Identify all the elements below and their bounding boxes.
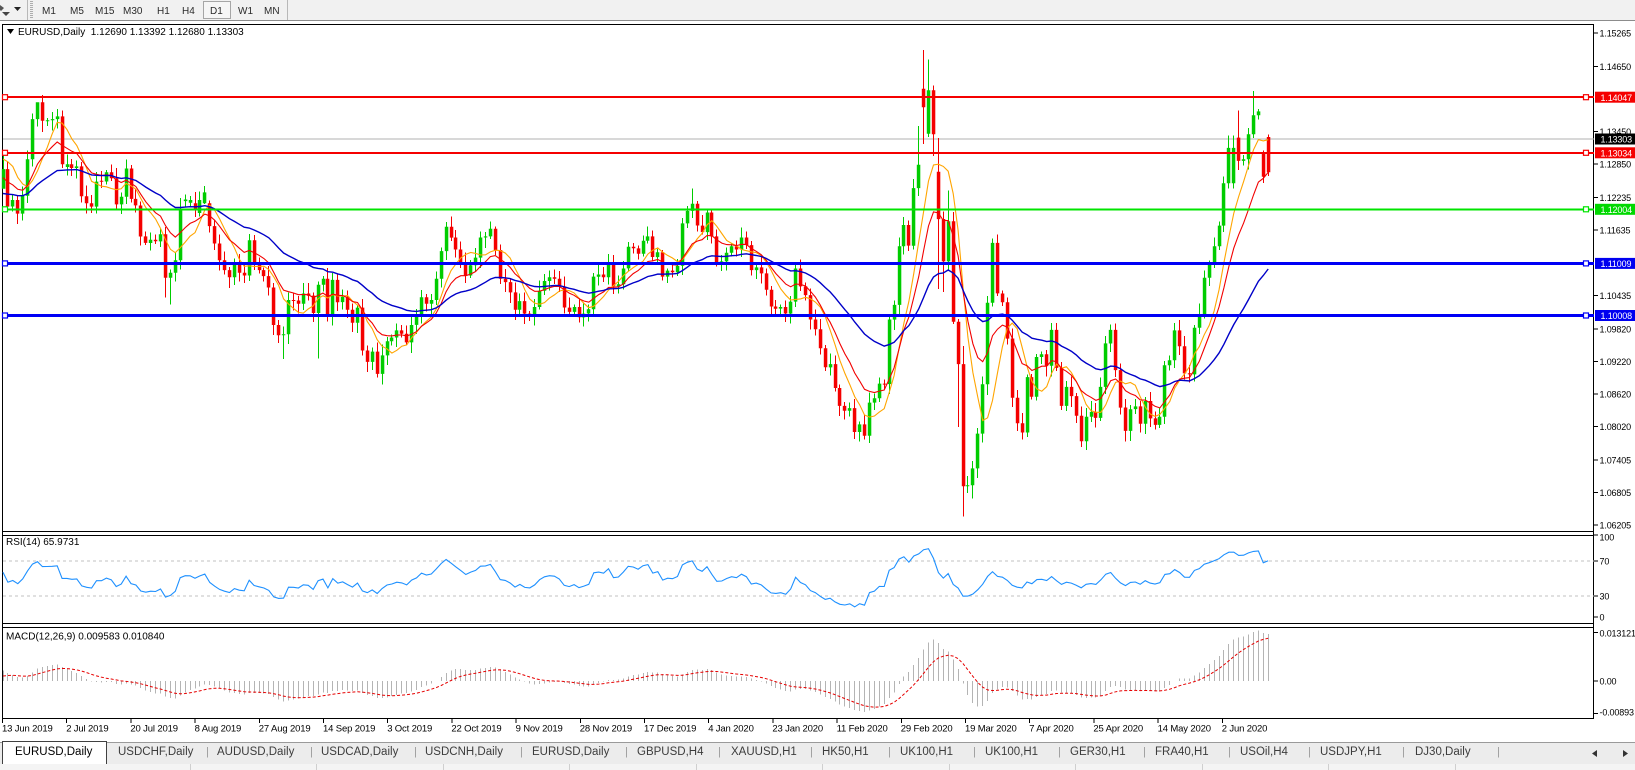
svg-text:1.08020: 1.08020 (1600, 422, 1632, 432)
svg-text:11 Feb 2020: 11 Feb 2020 (837, 724, 888, 735)
svg-text:1.06805: 1.06805 (1600, 488, 1632, 498)
svg-text:29 Feb 2020: 29 Feb 2020 (901, 724, 953, 735)
svg-text:1.11635: 1.11635 (1600, 226, 1631, 236)
svg-text:1.08620: 1.08620 (1600, 390, 1632, 400)
svg-text:1.13034: 1.13034 (1601, 148, 1633, 158)
svg-text:9 Nov 2019: 9 Nov 2019 (516, 724, 563, 735)
svg-text:M15: M15 (95, 6, 115, 17)
svg-text:30: 30 (1600, 591, 1610, 601)
svg-text:-0.00893: -0.00893 (1600, 708, 1634, 718)
svg-text:1.12850: 1.12850 (1600, 160, 1632, 170)
svg-text:27 Aug 2019: 27 Aug 2019 (259, 724, 311, 735)
svg-text:14 Sep 2019: 14 Sep 2019 (323, 724, 375, 735)
svg-text:1.12004: 1.12004 (1601, 205, 1633, 215)
svg-text:1.13303: 1.13303 (1601, 135, 1633, 145)
svg-text:0.00: 0.00 (1600, 677, 1617, 687)
svg-text:20 Jul 2019: 20 Jul 2019 (130, 724, 177, 735)
svg-text:W1: W1 (238, 6, 253, 17)
svg-text:1.11009: 1.11009 (1601, 259, 1632, 269)
svg-text:1.10435: 1.10435 (1600, 291, 1632, 301)
svg-text:13 Jun 2019: 13 Jun 2019 (2, 724, 53, 735)
svg-text:M1: M1 (42, 6, 56, 17)
svg-text:1.13450: 1.13450 (1600, 127, 1632, 137)
svg-text:7 Apr 2020: 7 Apr 2020 (1029, 724, 1073, 735)
svg-text:EURUSD,Daily 1.12690 1.13392: EURUSD,Daily 1.12690 1.13392 1.12680 1.1… (18, 27, 244, 38)
svg-text:14 May 2020: 14 May 2020 (1158, 724, 1211, 735)
svg-text:H1: H1 (157, 6, 170, 17)
svg-text:RSI(14) 65.9731: RSI(14) 65.9731 (6, 537, 80, 548)
svg-text:70: 70 (1600, 557, 1610, 567)
svg-text:0: 0 (1600, 613, 1605, 623)
svg-text:1.12235: 1.12235 (1600, 193, 1632, 203)
svg-text:0.013121: 0.013121 (1600, 629, 1635, 639)
svg-text:22 Oct 2019: 22 Oct 2019 (451, 724, 501, 735)
svg-text:H4: H4 (182, 6, 195, 17)
svg-text:8 Aug 2019: 8 Aug 2019 (195, 724, 242, 735)
svg-text:23 Jan 2020: 23 Jan 2020 (772, 724, 823, 735)
svg-text:1.06205: 1.06205 (1600, 521, 1632, 531)
svg-text:1.07405: 1.07405 (1600, 456, 1632, 466)
svg-text:1.14650: 1.14650 (1600, 62, 1632, 72)
svg-text:MN: MN (264, 6, 280, 17)
svg-text:1.10008: 1.10008 (1601, 311, 1633, 321)
svg-text:1.14047: 1.14047 (1601, 93, 1633, 103)
svg-text:M5: M5 (70, 6, 84, 17)
svg-text:25 Apr 2020: 25 Apr 2020 (1093, 724, 1143, 735)
svg-text:D1: D1 (210, 6, 223, 17)
svg-text:1.15265: 1.15265 (1600, 29, 1632, 39)
svg-text:M30: M30 (123, 6, 143, 17)
svg-text:2 Jun 2020: 2 Jun 2020 (1222, 724, 1268, 735)
svg-text:28 Nov 2019: 28 Nov 2019 (580, 724, 632, 735)
svg-text:3 Oct 2019: 3 Oct 2019 (387, 724, 432, 735)
svg-text:1.09820: 1.09820 (1600, 324, 1632, 334)
svg-text:100: 100 (1600, 533, 1615, 543)
svg-text:2 Jul 2019: 2 Jul 2019 (66, 724, 108, 735)
svg-text:MACD(12,26,9) 0.009583 0.01084: MACD(12,26,9) 0.009583 0.010840 (6, 632, 165, 643)
svg-text:4 Jan 2020: 4 Jan 2020 (708, 724, 754, 735)
svg-text:19 Mar 2020: 19 Mar 2020 (965, 724, 1017, 735)
svg-text:17 Dec 2019: 17 Dec 2019 (644, 724, 696, 735)
svg-text:1.09220: 1.09220 (1600, 357, 1632, 367)
